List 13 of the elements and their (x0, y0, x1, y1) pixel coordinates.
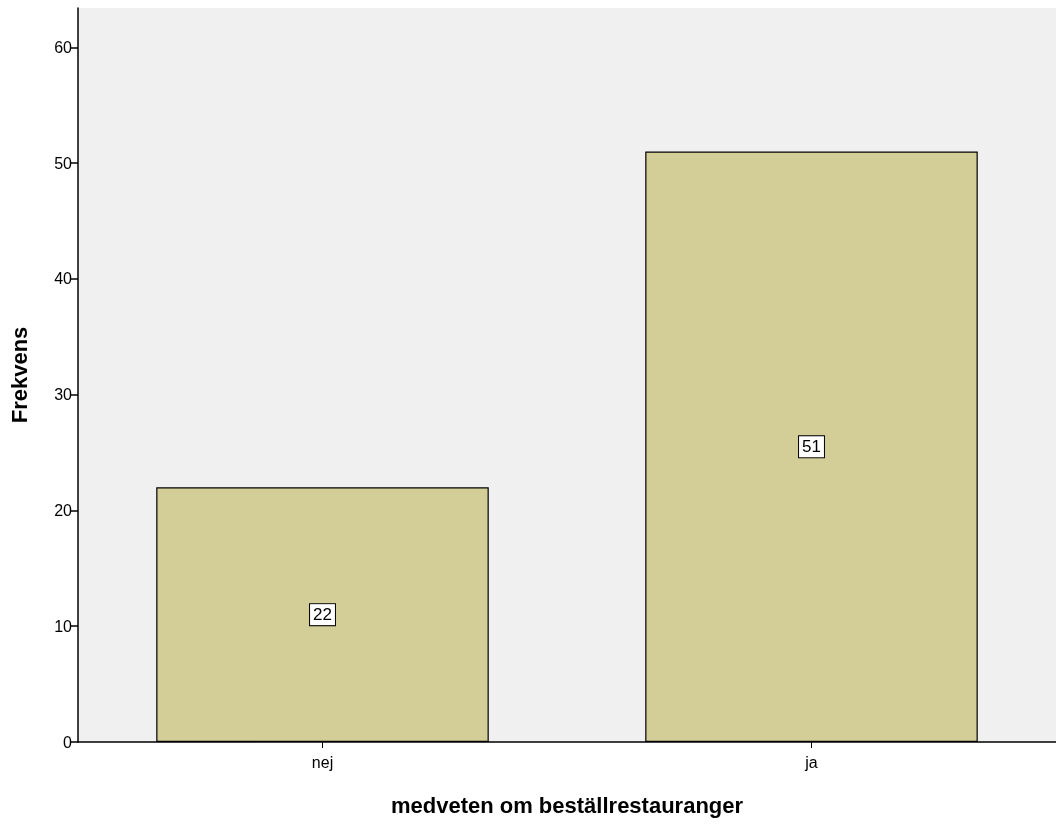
x-tick-label: ja (804, 753, 818, 771)
y-tick-label: 10 (54, 617, 73, 635)
y-tick-label: 20 (54, 501, 73, 519)
data-label: 51 (802, 437, 821, 457)
y-tick-label: 40 (54, 270, 73, 288)
y-tick-label: 50 (54, 154, 73, 172)
x-tick-label: nej (311, 753, 334, 771)
data-label: 22 (313, 605, 332, 625)
y-tick-label: 30 (54, 386, 73, 404)
y-tick-label: 60 (54, 38, 73, 56)
y-axis-title: Frekvens (6, 326, 32, 424)
y-tick-label: 0 (63, 733, 73, 751)
x-axis-title: medveten om beställrestauranger (390, 792, 744, 818)
